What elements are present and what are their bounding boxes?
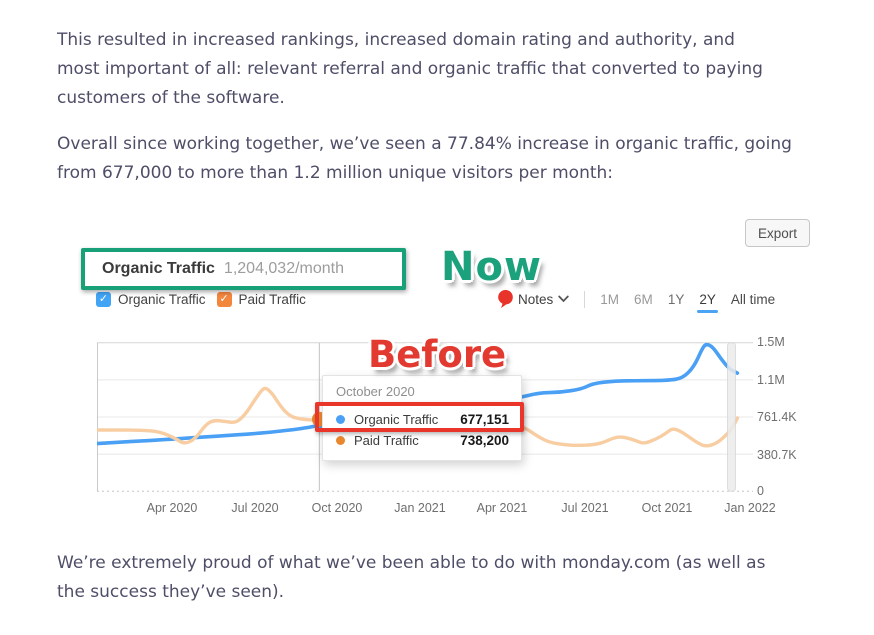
x-axis-label: Jan 2022: [724, 501, 776, 515]
paragraph-line: Overall since working together, we’ve se…: [57, 134, 792, 154]
organic-traffic-metric-highlight-box: Organic Traffic 1,204,032/month: [81, 248, 406, 290]
notes-dropdown[interactable]: Notes: [497, 289, 569, 309]
range-6m[interactable]: 6M: [634, 291, 653, 307]
now-annotation: Now: [441, 244, 542, 290]
checkmark-icon: ✓: [98, 292, 109, 305]
paragraph-line: the success they’ve seen).: [57, 582, 285, 602]
paragraph-results: This resulted in increased rankings, inc…: [57, 26, 763, 113]
controls-divider: [584, 290, 586, 308]
legend-label: Organic Traffic: [118, 291, 206, 307]
chart-controls: Notes 1M 6M 1Y 2Y All time: [497, 289, 776, 313]
x-axis-label: Apr 2020: [146, 501, 198, 515]
chart-legend: ✓ Organic Traffic ✓ Paid Traffic: [96, 290, 306, 308]
notes-label: Notes: [518, 291, 554, 307]
export-button[interactable]: Export: [745, 219, 811, 247]
y-axis-label: 761.4K: [757, 410, 797, 424]
tooltip-label: Paid Traffic: [354, 432, 419, 448]
chart-tooltip: October 2020 Organic Traffic 677,151 Pai…: [322, 375, 522, 461]
tooltip-row-organic: Organic Traffic 677,151: [336, 409, 509, 429]
tooltip-row-paid: Paid Traffic 738,200: [336, 430, 509, 450]
tooltip-value: 738,200: [460, 432, 509, 448]
paragraph-line: customers of the software.: [57, 88, 285, 108]
legend-paid-traffic-checkbox[interactable]: ✓ Paid Traffic: [216, 291, 306, 307]
range-1y[interactable]: 1Y: [667, 291, 685, 307]
tooltip-date: October 2020: [336, 384, 415, 399]
paragraph-line: most important of all: relevant referral…: [57, 59, 763, 79]
metric-title: Organic Traffic: [102, 260, 215, 277]
organic-dot-icon: [336, 414, 345, 424]
legend-label: Paid Traffic: [238, 291, 306, 307]
metric-value: 1,204,032/month: [223, 260, 345, 277]
paid-dot-icon: [336, 435, 345, 445]
checkbox-checked-icon: ✓: [96, 291, 111, 307]
paragraph-proud: We’re extremely proud of what we’ve been…: [57, 549, 765, 607]
before-annotation: Before: [368, 333, 507, 376]
y-axis-label: 1.5M: [757, 335, 785, 349]
paragraph-overall: Overall since working together, we’ve se…: [57, 130, 792, 188]
x-axis-label: Jul 2020: [231, 501, 279, 515]
x-axis-label: Jul 2021: [561, 501, 609, 515]
range-2y-active[interactable]: 2Y: [697, 291, 718, 313]
paragraph-line: from 677,000 to more than 1.2 million un…: [57, 163, 614, 183]
x-axis-label: Oct 2020: [311, 501, 363, 515]
tooltip-value: 677,151: [460, 411, 509, 427]
paragraph-line: We’re extremely proud of what we’ve been…: [57, 553, 766, 573]
y-axis-label: 380.7K: [757, 448, 797, 462]
checkbox-checked-icon: ✓: [216, 291, 232, 307]
x-axis-label: Jan 2021: [394, 501, 446, 515]
y-axis-label: 1.1M: [757, 373, 785, 387]
y-axis-label: 0: [757, 484, 764, 498]
x-axis-label: Oct 2021: [641, 501, 693, 515]
legend-organic-traffic-checkbox[interactable]: ✓ Organic Traffic: [96, 291, 206, 307]
x-axis-label: Apr 2021: [476, 501, 528, 515]
range-1m[interactable]: 1M: [600, 291, 620, 307]
notes-pin-icon: [498, 290, 513, 308]
plot-right-edge-strip: [727, 342, 736, 492]
chevron-down-icon: [558, 295, 569, 303]
tooltip-label: Organic Traffic: [354, 411, 439, 427]
paragraph-line: This resulted in increased rankings, inc…: [57, 30, 735, 50]
checkmark-icon: ✓: [219, 292, 229, 305]
range-all-time[interactable]: All time: [730, 291, 776, 307]
